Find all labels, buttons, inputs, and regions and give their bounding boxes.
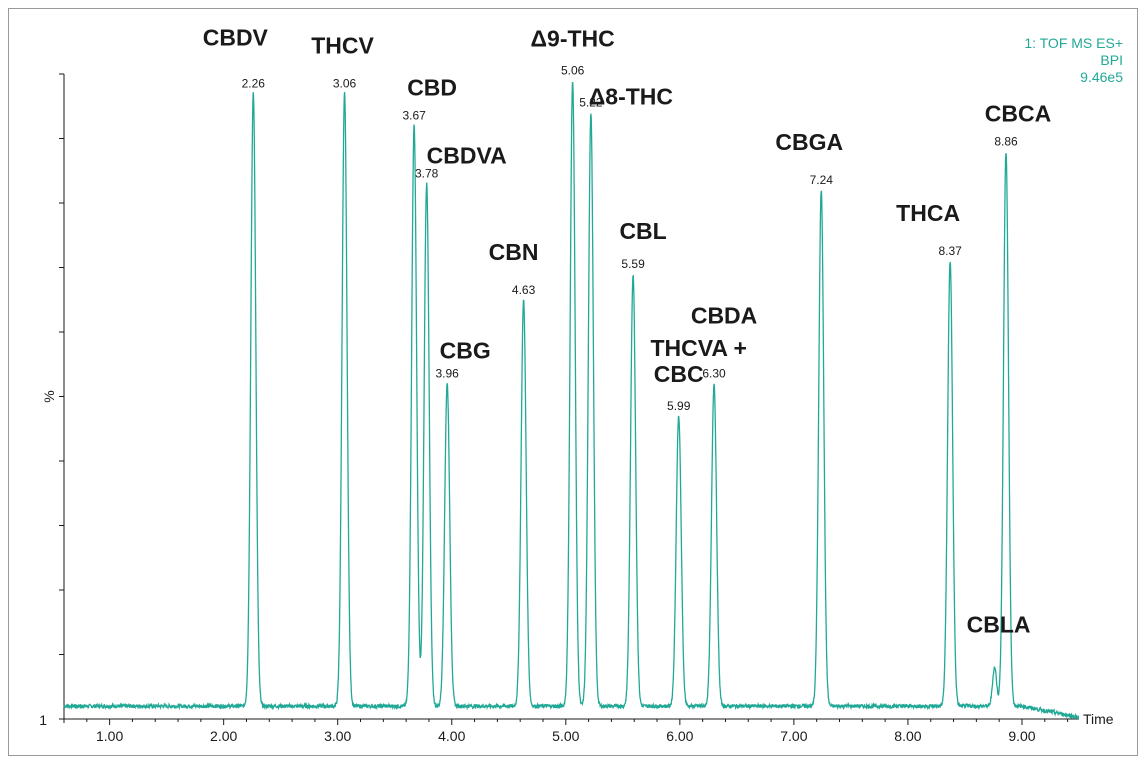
x-tick-label: 3.00: [324, 728, 351, 744]
peak-rt-label: 3.67: [402, 109, 426, 123]
peak-name-label: Δ9-THC: [531, 25, 615, 51]
peak-rt-label: 4.63: [512, 283, 536, 297]
y-axis-label: %: [41, 390, 57, 402]
intensity-label: 9.46e5: [1080, 69, 1123, 85]
peak-name-line: CBCA: [985, 100, 1051, 126]
peak-name-line: CBDVA: [427, 143, 507, 169]
peak-name-line: CBDV: [203, 24, 269, 50]
peak-rt-label: 8.86: [994, 134, 1018, 148]
peak-name-label: CBDA: [691, 303, 757, 329]
peak-name-label: CBDVA: [427, 143, 507, 169]
peak-name-line: CBD: [407, 75, 457, 101]
peak-name-label: CBN: [489, 239, 539, 265]
peak-name-line: CBG: [440, 338, 491, 364]
peak-name-line: CBN: [489, 239, 539, 265]
chromatogram-chart: % 1 1.00 2.00 3.00 4.00 5.00 6.00 7.00 8.00 9.00 Ti…: [39, 24, 1114, 744]
x-axis-label: Time: [1083, 711, 1114, 727]
peak-name-label: CBGA: [775, 129, 843, 155]
x-tick-label: 1.00: [96, 728, 123, 744]
bpi-trace: [63, 81, 1080, 721]
peak-rt-label: 6.30: [702, 367, 726, 381]
peak-name-label: CBG: [440, 338, 491, 364]
peak-name-label: THCV: [311, 32, 374, 58]
x-tick-label: 5.00: [552, 728, 579, 744]
peak-name-label: THCA: [896, 200, 960, 226]
peak-name-label: Δ8-THC: [589, 84, 673, 110]
peak-name-line: CBDA: [691, 303, 757, 329]
x-tick-label: 2.00: [210, 728, 237, 744]
peak-name-label: CBD: [407, 75, 457, 101]
axes: % 1 1.00 2.00 3.00 4.00 5.00 6.00 7.00 8.00 9.00 Ti…: [39, 73, 1114, 744]
peak-rt-label: 3.96: [436, 367, 460, 381]
peak-rt-label: 5.06: [561, 63, 585, 77]
peak-name-label: THCVA + CBC: [650, 335, 746, 387]
trace-label: BPI: [1100, 52, 1123, 68]
peak-rt-label: 5.59: [621, 257, 645, 271]
peak-name-line: CBLA: [967, 611, 1031, 637]
peak-name-label: CBCA: [985, 100, 1051, 126]
peak-rt-label: 3.06: [333, 76, 357, 90]
peak-name-label: CBDV: [203, 24, 269, 50]
x-tick-label: 8.00: [894, 728, 921, 744]
y-axis-bottom-label: 1: [39, 712, 47, 728]
peak-name-label: CBLA: [967, 611, 1031, 637]
peak-name-line: CBGA: [775, 129, 843, 155]
peak-name-line: CBC: [654, 361, 704, 387]
x-tick-label: 9.00: [1008, 728, 1035, 744]
peak-name-line: THCV: [311, 32, 374, 58]
peak-rt-label: 2.26: [242, 76, 266, 90]
peak-name-line: CBL: [619, 218, 666, 244]
peak-rt-label: 7.24: [810, 173, 834, 187]
peak-name-line: THCVA +: [650, 335, 746, 361]
chromatogram-frame: % 1 1.00 2.00 3.00 4.00 5.00 6.00 7.00 8.00 9.00 Ti…: [8, 8, 1138, 756]
peak-name-label: CBL: [619, 218, 666, 244]
x-tick-label: 6.00: [666, 728, 693, 744]
peak-rt-label: 5.99: [667, 399, 691, 413]
peak-name-line: THCA: [896, 200, 960, 226]
peak-name-line: Δ9-THC: [531, 25, 615, 51]
peak-rt-label: 3.78: [415, 167, 439, 181]
x-tick-label: 4.00: [438, 728, 465, 744]
function-label: 1: TOF MS ES+: [1024, 35, 1123, 51]
peak-name-line: Δ8-THC: [589, 84, 673, 110]
peak-rt-label: 5.22: [579, 96, 603, 110]
peak-rt-label: 8.37: [938, 244, 962, 258]
x-tick-label: 7.00: [780, 728, 807, 744]
